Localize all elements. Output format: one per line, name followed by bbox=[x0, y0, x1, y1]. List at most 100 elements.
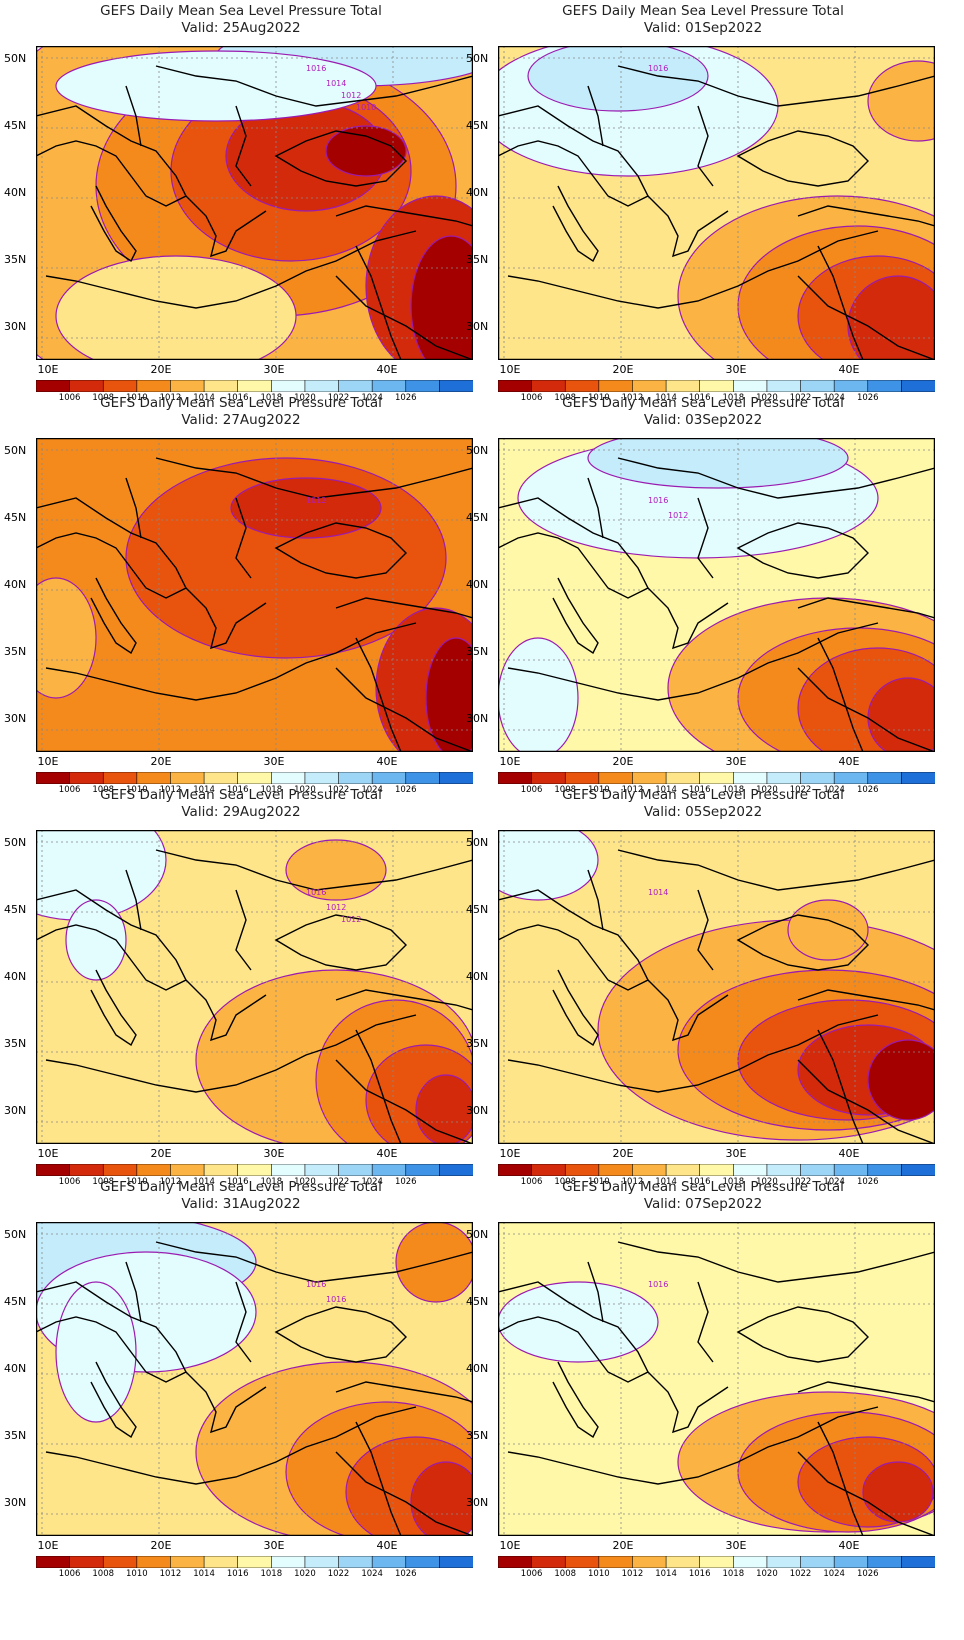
colorbar-swatch bbox=[733, 1164, 768, 1176]
longitude-label: 20E bbox=[150, 1147, 172, 1160]
coastline-border bbox=[498, 105, 649, 207]
colorbar-swatch bbox=[170, 1556, 205, 1568]
colorbar-swatch bbox=[69, 380, 105, 392]
coastline-border bbox=[647, 587, 729, 650]
colorbar-swatch bbox=[833, 380, 869, 392]
panel-title-text: GEFS Daily Mean Sea Level Pressure Total bbox=[100, 787, 382, 803]
contour-label: 1016 bbox=[648, 496, 668, 505]
colorbar-tick-label: 1024 bbox=[361, 1569, 383, 1579]
colorbar-swatch bbox=[833, 1556, 869, 1568]
colorbar-tick-label: 1008 bbox=[554, 1177, 577, 1187]
longitude-label: 40E bbox=[838, 1539, 860, 1552]
longitude-label: 40E bbox=[838, 363, 860, 376]
coastline-border bbox=[90, 1361, 137, 1439]
colorbar-swatch bbox=[498, 1164, 533, 1176]
pressure-map: 1014 bbox=[498, 830, 935, 1144]
latitude-label: 40N bbox=[466, 970, 489, 983]
colorbar-tick-label: 1020 bbox=[294, 785, 316, 795]
coastline-border bbox=[647, 979, 729, 1042]
coastline-border bbox=[587, 85, 604, 147]
colorbar-tick-label: 1026 bbox=[856, 393, 879, 403]
longitude-label: 40E bbox=[376, 1147, 398, 1160]
colorbar-swatch bbox=[439, 772, 473, 784]
latitude-label: 30N bbox=[4, 712, 27, 725]
pressure-contour-region bbox=[498, 1281, 659, 1363]
contour-label: 1010 bbox=[356, 103, 376, 112]
colorbar-swatch bbox=[665, 380, 701, 392]
colorbar-swatch bbox=[136, 1556, 172, 1568]
coastline-border bbox=[274, 1306, 407, 1363]
longitude-label: 20E bbox=[612, 1147, 634, 1160]
latitude-label: 40N bbox=[466, 578, 489, 591]
colorbar-labels: 1006 1008 1010 1012 1014 1016 1018 1020 1022 1024… bbox=[36, 785, 473, 797]
colorbar-swatch bbox=[733, 772, 768, 784]
longitude-label: 20E bbox=[150, 363, 172, 376]
latitude-label: 45N bbox=[4, 1295, 27, 1308]
colorbar-tick-label: 1010 bbox=[126, 393, 148, 403]
colorbar-tick-label: 1026 bbox=[394, 393, 417, 403]
colorbar-tick-label: 1016 bbox=[226, 785, 249, 795]
colorbar-swatch bbox=[766, 772, 802, 784]
coastline-border bbox=[335, 205, 473, 227]
longitude-label: 10E bbox=[499, 363, 521, 376]
colorbar-swatch bbox=[901, 772, 935, 784]
colorbar-tick-label: 1014 bbox=[655, 393, 677, 403]
colorbar-swatch bbox=[598, 1164, 634, 1176]
colorbar-swatch bbox=[498, 380, 533, 392]
coastline-border bbox=[235, 105, 252, 187]
coastline-border bbox=[90, 185, 137, 263]
latitude-label: 50N bbox=[4, 52, 27, 65]
latitude-label: 35N bbox=[466, 1037, 489, 1050]
coastline-border bbox=[335, 1059, 473, 1144]
coastline-border bbox=[90, 969, 137, 1047]
map-panel: GEFS Daily Mean Sea Level Pressure Total… bbox=[0, 784, 482, 1194]
colorbar bbox=[36, 380, 473, 392]
colorbar-tick-label: 1014 bbox=[655, 785, 677, 795]
pressure-map: 1016 bbox=[498, 46, 935, 360]
colorbar-swatch bbox=[531, 1556, 567, 1568]
colorbar-swatch bbox=[102, 380, 138, 392]
latitude-label: 45N bbox=[466, 1295, 489, 1308]
contour-label: 1014 bbox=[326, 79, 346, 88]
pressure-contour-region bbox=[862, 1461, 934, 1523]
longitude-label: 30E bbox=[263, 1539, 285, 1552]
pressure-contour-region bbox=[787, 899, 869, 961]
coastline-border bbox=[697, 1281, 714, 1363]
colorbar-swatch bbox=[800, 380, 835, 392]
latitude-label: 35N bbox=[466, 253, 489, 266]
panel-title: GEFS Daily Mean Sea Level Pressure Total… bbox=[462, 787, 944, 821]
colorbar-swatch bbox=[237, 1556, 273, 1568]
coastline-border bbox=[697, 497, 714, 579]
colorbar-tick-label: 1024 bbox=[823, 1569, 845, 1579]
coastline-border bbox=[736, 914, 869, 971]
panel-title-text: GEFS Daily Mean Sea Level Pressure Total bbox=[562, 3, 844, 19]
colorbar-tick-label: 1016 bbox=[226, 1177, 249, 1187]
colorbar-tick-label: 1018 bbox=[722, 1569, 745, 1579]
colorbar-tick-label: 1006 bbox=[520, 393, 543, 403]
colorbar-tick-label: 1022 bbox=[789, 393, 812, 403]
coastline-border bbox=[36, 105, 187, 207]
colorbar-swatch bbox=[338, 1556, 373, 1568]
coastline-border bbox=[817, 637, 864, 752]
pressure-map: 1016 bbox=[498, 1222, 935, 1536]
colorbar-swatch bbox=[699, 380, 735, 392]
colorbar-tick-label: 1020 bbox=[756, 1177, 778, 1187]
colorbar-tick-label: 1012 bbox=[621, 785, 644, 795]
contour-label: 1014 bbox=[648, 888, 668, 897]
colorbar-swatch bbox=[800, 1164, 835, 1176]
colorbar-swatch bbox=[733, 380, 768, 392]
coastline-border bbox=[125, 1261, 142, 1323]
coastline-border bbox=[335, 1451, 473, 1536]
map-frame bbox=[498, 46, 935, 360]
pressure-contour-region bbox=[55, 1281, 137, 1423]
coastline-border bbox=[335, 275, 473, 360]
longitude-label: 40E bbox=[376, 363, 398, 376]
colorbar-tick-label: 1016 bbox=[688, 1177, 711, 1187]
coastline-border bbox=[155, 457, 473, 499]
colorbar-tick-label: 1022 bbox=[327, 393, 350, 403]
longitude-label: 40E bbox=[376, 1539, 398, 1552]
pressure-contour-region bbox=[587, 438, 849, 489]
pressure-contour-region bbox=[498, 637, 579, 752]
longitude-label: 30E bbox=[725, 755, 747, 768]
